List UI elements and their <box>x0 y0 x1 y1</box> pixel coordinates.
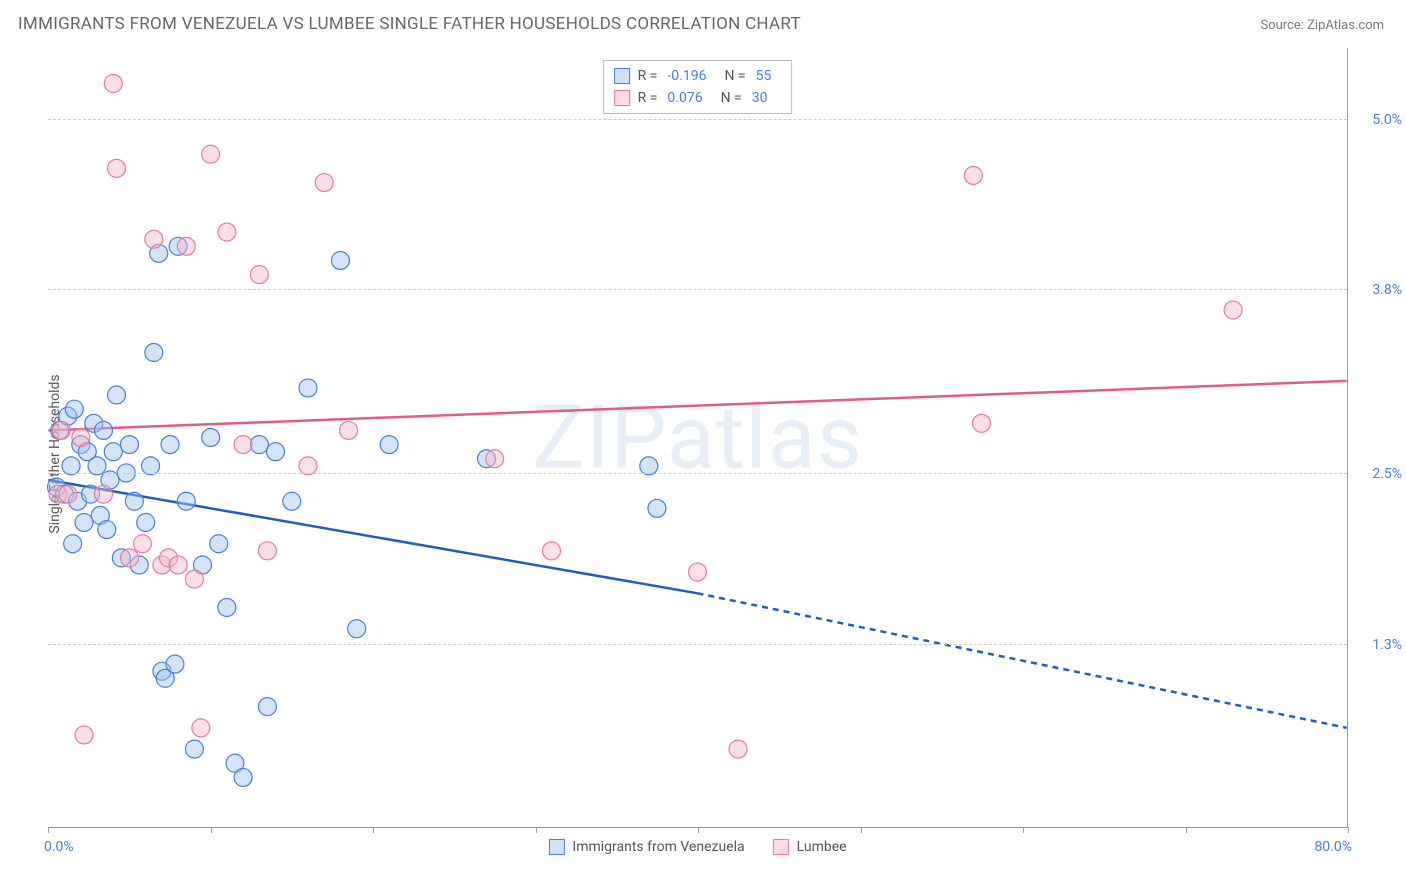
scatter-point <box>648 499 666 517</box>
scatter-point <box>65 400 83 418</box>
scatter-point <box>729 740 747 758</box>
scatter-point <box>125 492 143 510</box>
x-tick <box>861 827 862 833</box>
x-tick <box>1023 827 1024 833</box>
legend-item-series1: Immigrants from Venezuela <box>548 839 744 855</box>
y-tick-label: 1.3% <box>1372 637 1402 653</box>
scatter-point <box>689 563 707 581</box>
swatch-series1-icon <box>548 839 564 855</box>
scatter-point <box>108 386 126 404</box>
scatter-point <box>62 457 80 475</box>
scatter-point <box>542 542 560 560</box>
scatter-point <box>267 443 285 461</box>
scatter-point <box>250 266 268 284</box>
y-tick-label: 2.5% <box>1372 466 1402 482</box>
legend-item-series2: Lumbee <box>773 839 847 855</box>
scatter-point <box>161 436 179 454</box>
scatter-point <box>177 237 195 255</box>
scatter-point <box>166 655 184 673</box>
scatter-point <box>640 457 658 475</box>
scatter-point <box>75 726 93 744</box>
scatter-point <box>202 429 220 447</box>
scatter-point <box>283 492 301 510</box>
scatter-point <box>95 421 113 439</box>
scatter-point <box>380 436 398 454</box>
scatter-point <box>104 443 122 461</box>
x-tick <box>536 827 537 833</box>
scatter-point <box>348 620 366 638</box>
series2-name: Lumbee <box>797 839 847 855</box>
scatter-point <box>108 159 126 177</box>
scatter-point <box>250 436 268 454</box>
scatter-point <box>315 174 333 192</box>
scatter-point <box>169 556 187 574</box>
y-tick-label: 3.8% <box>1372 282 1402 298</box>
x-axis-max-label: 80.0% <box>1314 839 1352 855</box>
scatter-point <box>137 513 155 531</box>
scatter-point <box>218 598 236 616</box>
swatch-series2-icon <box>773 839 789 855</box>
scatter-point <box>185 570 203 588</box>
scatter-point <box>72 429 90 447</box>
scatter-point <box>52 421 70 439</box>
scatter-point <box>973 414 991 432</box>
chart-title: IMMIGRANTS FROM VENEZUELA VS LUMBEE SING… <box>18 14 801 34</box>
source-attribution: Source: ZipAtlas.com <box>1260 18 1384 33</box>
scatter-point <box>234 768 252 786</box>
series-legend: Immigrants from Venezuela Lumbee <box>548 839 846 855</box>
scatter-point <box>145 344 163 362</box>
x-axis-min-label: 0.0% <box>44 839 74 855</box>
gridline: 3.8% <box>48 289 1347 290</box>
scatter-point <box>340 421 358 439</box>
scatter-point <box>59 485 77 503</box>
gridline: 1.3% <box>48 644 1347 645</box>
scatter-point <box>142 457 160 475</box>
plot-area: ZIPatlas R = -0.196 N = 55 R = 0.076 N =… <box>48 48 1348 828</box>
scatter-point <box>234 436 252 454</box>
gridline: 5.0% <box>48 119 1347 120</box>
series1-name: Immigrants from Venezuela <box>572 839 744 855</box>
scatter-points-layer <box>48 48 1347 827</box>
scatter-point <box>177 492 195 510</box>
chart-container: IMMIGRANTS FROM VENEZUELA VS LUMBEE SING… <box>0 0 1406 892</box>
scatter-point <box>964 166 982 184</box>
x-tick <box>698 827 699 833</box>
scatter-point <box>104 74 122 92</box>
scatter-point <box>299 457 317 475</box>
scatter-point <box>192 719 210 737</box>
scatter-point <box>299 379 317 397</box>
scatter-point <box>88 457 106 475</box>
scatter-point <box>202 145 220 163</box>
scatter-point <box>1224 301 1242 319</box>
scatter-point <box>133 535 151 553</box>
gridline: 2.5% <box>48 473 1347 474</box>
x-tick <box>1348 827 1349 833</box>
scatter-point <box>95 485 113 503</box>
x-tick <box>1186 827 1187 833</box>
scatter-point <box>258 542 276 560</box>
scatter-point <box>331 251 349 269</box>
y-tick-label: 5.0% <box>1372 112 1402 128</box>
scatter-point <box>120 549 138 567</box>
x-tick <box>48 827 49 833</box>
x-tick <box>373 827 374 833</box>
scatter-point <box>145 230 163 248</box>
scatter-point <box>120 436 138 454</box>
scatter-point <box>218 223 236 241</box>
scatter-point <box>64 535 82 553</box>
x-tick <box>211 827 212 833</box>
scatter-point <box>185 740 203 758</box>
scatter-point <box>210 535 228 553</box>
scatter-point <box>258 698 276 716</box>
scatter-point <box>75 513 93 531</box>
scatter-point <box>486 450 504 468</box>
scatter-point <box>98 521 116 539</box>
